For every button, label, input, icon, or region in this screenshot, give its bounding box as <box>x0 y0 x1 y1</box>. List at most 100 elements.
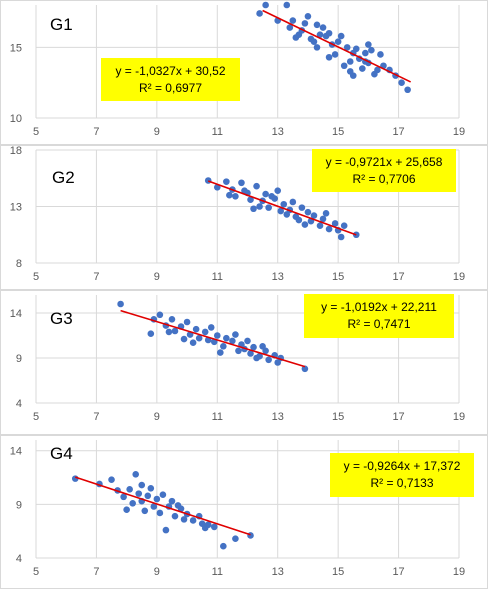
x-tick-label: 15 <box>332 126 344 138</box>
data-point <box>238 179 245 187</box>
data-point <box>220 542 227 550</box>
data-point <box>346 58 354 65</box>
data-point <box>232 535 239 542</box>
x-tick-label: 7 <box>93 411 99 423</box>
data-point <box>201 328 209 336</box>
data-point <box>319 24 327 31</box>
data-point <box>319 215 327 223</box>
data-point <box>165 328 173 336</box>
data-point <box>304 208 312 216</box>
data-point <box>153 495 161 503</box>
data-point <box>295 31 303 38</box>
data-point <box>162 526 170 534</box>
x-tick-label: 15 <box>332 271 344 283</box>
data-point <box>301 365 309 373</box>
group-label-g2: G2 <box>52 168 75 187</box>
data-point <box>232 193 239 200</box>
x-tick-label: 5 <box>33 566 39 578</box>
chart-panel-g2: 5 7 9 11 13 15 17 19 8 13 18 G2 y = -0,9721x + 25,65… <box>0 145 489 290</box>
data-point <box>213 332 221 339</box>
data-point <box>316 31 324 38</box>
data-point <box>365 41 372 48</box>
data-point <box>183 318 191 326</box>
x-tick-label: 13 <box>272 271 284 283</box>
y-tick-label: 13 <box>10 202 22 214</box>
data-point <box>141 507 149 515</box>
data-point <box>223 334 230 342</box>
data-point <box>126 486 133 493</box>
y-tick-label: 9 <box>16 353 22 365</box>
x-tick-label: 13 <box>272 566 284 578</box>
x-tick-label: 9 <box>154 126 160 138</box>
data-point <box>259 343 266 350</box>
data-point <box>325 53 333 61</box>
data-point <box>129 499 136 507</box>
data-point <box>226 191 233 199</box>
data-point <box>301 20 309 27</box>
regression-equation: y = -0,9721x + 25,658 <box>326 155 443 169</box>
data-point <box>404 86 411 94</box>
x-tick-label: 19 <box>453 411 465 423</box>
data-point <box>274 359 282 366</box>
data-point <box>180 335 188 343</box>
data-point <box>217 349 224 356</box>
y-tick-label: 4 <box>16 553 22 565</box>
data-point <box>241 187 248 194</box>
data-point <box>362 49 369 57</box>
data-point <box>262 190 269 198</box>
data-point <box>301 221 309 228</box>
data-point <box>286 24 294 31</box>
data-point <box>180 516 188 523</box>
data-point <box>325 225 333 233</box>
data-point <box>283 1 291 9</box>
y-tick-label: 15 <box>10 42 22 54</box>
data-point <box>289 198 297 206</box>
scatter-chart-g3: 5 7 9 11 13 15 17 19 4 9 14 G3 y = -1,0192x + 22,211… <box>0 290 488 435</box>
chart-panel-g3: 5 7 9 11 13 15 17 19 4 9 14 G3 y = -1,0192x + 22,211… <box>0 290 489 435</box>
data-point <box>298 204 306 211</box>
trendline <box>120 309 306 368</box>
r-squared-value: R² = 0,7471 <box>347 317 410 331</box>
data-point <box>352 45 360 53</box>
data-point <box>283 211 291 218</box>
data-point <box>220 343 227 350</box>
data-point <box>256 10 263 17</box>
x-tick-label: 5 <box>33 126 39 138</box>
data-point <box>359 65 366 72</box>
data-point <box>189 339 197 346</box>
data-point <box>253 354 260 362</box>
data-point <box>156 509 164 517</box>
data-point <box>204 177 212 184</box>
x-tick-label: 15 <box>332 411 344 423</box>
x-tick-label: 13 <box>272 126 284 138</box>
data-point <box>247 532 254 539</box>
data-point <box>210 523 218 531</box>
regression-equation: y = -1,0192x + 22,211 <box>321 300 437 314</box>
data-point <box>244 337 251 345</box>
data-point <box>310 212 318 219</box>
data-point <box>304 12 312 20</box>
data-point <box>150 503 158 510</box>
chart-border <box>0 145 488 290</box>
data-point <box>195 334 203 342</box>
x-tick-label: 7 <box>93 271 99 283</box>
r-squared-value: R² = 0,6977 <box>139 81 202 95</box>
x-tick-label: 5 <box>33 271 39 283</box>
data-point <box>232 331 239 338</box>
data-point <box>201 524 209 532</box>
equation-box <box>330 453 474 497</box>
x-tick-label: 17 <box>392 126 404 138</box>
data-point <box>331 220 339 227</box>
data-point <box>117 300 124 308</box>
data-point <box>316 222 324 230</box>
x-tick-label: 15 <box>332 566 344 578</box>
chart-panel-g4: 5 7 9 11 13 15 17 19 4 9 14 G4 y = -0,9264x + 17,372… <box>0 435 489 589</box>
x-tick-label: 11 <box>212 126 223 138</box>
r-squared-value: R² = 0,7706 <box>352 172 415 186</box>
equation-box <box>312 149 456 192</box>
x-tick-label: 9 <box>154 566 160 578</box>
data-point <box>310 38 318 46</box>
data-point <box>135 490 143 497</box>
data-point <box>147 484 155 492</box>
data-point <box>280 200 288 208</box>
